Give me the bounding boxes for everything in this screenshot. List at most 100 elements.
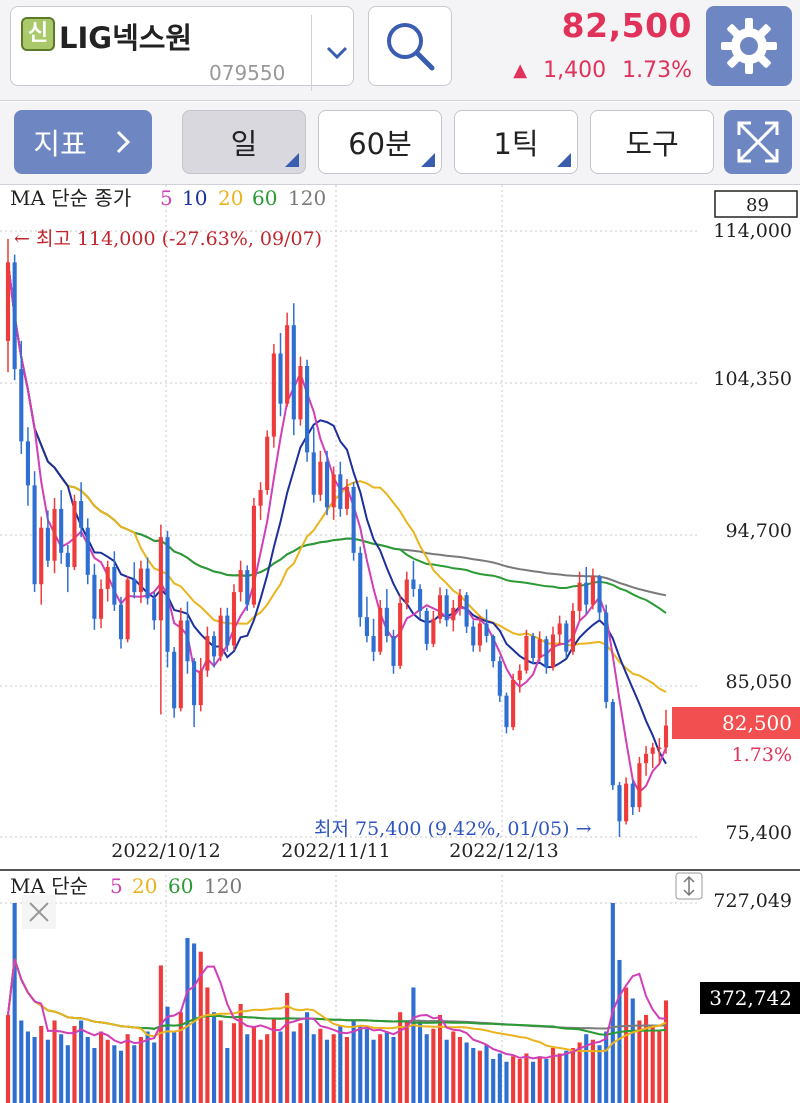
volume-bar (98, 1031, 104, 1103)
tick-label: 1틱 (493, 127, 539, 161)
candle (72, 494, 77, 571)
resize-panel-button[interactable] (675, 872, 703, 900)
candle (491, 634, 496, 668)
search-button[interactable] (368, 6, 452, 86)
fullscreen-button[interactable] (724, 110, 792, 174)
settings-button[interactable] (706, 6, 792, 86)
candle (19, 340, 24, 454)
volume-bar (537, 1056, 542, 1103)
volume-bar (305, 1012, 310, 1103)
low-annotation: 최저 75,400 (9.42%, 01/05) → (314, 818, 592, 840)
volume-bar (577, 1042, 582, 1103)
top-count-value: 89 (746, 195, 769, 216)
ma5-line (7, 262, 667, 794)
x-axis-dates: 2022/10/12 2022/11/11 2022/12/13 (111, 840, 559, 862)
candle (384, 588, 389, 643)
header-bar: 신 LIG넥스원 079550 82,500 ▲ 1,400 1.73% (0, 0, 800, 101)
tools-button[interactable]: 도구 (590, 110, 714, 174)
candle (218, 607, 223, 662)
volume-bar (511, 1056, 516, 1103)
candle (557, 615, 562, 646)
vol-legend-ma120: 120 (204, 874, 242, 898)
volume-bar (331, 1034, 336, 1103)
current-price-marker (672, 707, 800, 739)
indicator-label: 지표 (33, 127, 87, 161)
volume-bar (125, 1034, 130, 1103)
candle (590, 568, 595, 610)
candle (331, 466, 336, 520)
volume-bar (211, 1012, 217, 1103)
volume-bar (285, 992, 290, 1103)
price-moving-averages (7, 262, 667, 794)
high-annotation: ← 최고 114,000 (-27.63%, 09/07) (14, 228, 322, 250)
volume-bar (650, 1025, 655, 1103)
stock-search-box[interactable]: 신 LIG넥스원 079550 (10, 6, 354, 91)
indicator-button[interactable]: 지표 (14, 110, 152, 174)
candle (477, 615, 482, 652)
x-date-3: 2022/12/13 (449, 840, 559, 862)
candle (484, 609, 489, 643)
candle (172, 647, 177, 718)
search-icon (387, 23, 435, 71)
ma20-line (7, 262, 667, 693)
ma60-line (7, 262, 667, 614)
volume-bar (32, 1036, 37, 1103)
volume-gridlines (0, 875, 700, 1103)
candle (265, 430, 270, 495)
volume-bars (5, 903, 669, 1103)
volume-bar (258, 1039, 263, 1103)
volume-bar (398, 1012, 403, 1103)
candle (451, 599, 456, 632)
volume-bar (344, 1036, 350, 1103)
candle (497, 656, 502, 702)
vol-ma20-line (7, 958, 667, 1053)
candle (531, 632, 536, 665)
stock-dropdown-button[interactable] (311, 15, 362, 91)
tick-button[interactable]: 1틱 (454, 110, 578, 174)
volume-bar (477, 1050, 482, 1103)
volume-bar (630, 998, 635, 1103)
candle (657, 738, 662, 765)
candle (12, 254, 17, 381)
volume-bar (324, 1039, 330, 1103)
volume-bar (338, 1025, 343, 1103)
y-tick-5: 75,400 (726, 822, 792, 844)
volume-bar (557, 1053, 562, 1103)
candle (205, 626, 210, 677)
period-minute-label: 60분 (348, 127, 412, 161)
volume-bar (531, 1061, 536, 1103)
period-minute-button[interactable]: 60분 (318, 110, 442, 174)
candle (537, 631, 542, 662)
volume-bar (637, 1020, 642, 1103)
candle (351, 482, 356, 561)
volume-bar (311, 1034, 316, 1103)
candlesticks (5, 238, 669, 837)
candle (211, 631, 217, 668)
ma120-line (7, 262, 667, 597)
volume-bar (105, 1039, 110, 1103)
candle (324, 450, 330, 516)
stock-chart[interactable]: MA 단순 종가 5 10 20 60 120 ← 최고 114,000 (-2… (0, 185, 800, 1103)
vol-ma120-line (7, 958, 667, 1030)
volume-bar (504, 1061, 509, 1103)
volume-bar (152, 1042, 157, 1103)
candle (305, 359, 310, 462)
candle (437, 587, 443, 624)
candle (637, 756, 642, 812)
candle (85, 518, 90, 585)
candle (92, 563, 97, 630)
y-tick-2: 104,350 (713, 368, 792, 390)
close-panel-button[interactable] (22, 895, 56, 929)
volume-bar (231, 1023, 237, 1103)
candle (59, 490, 64, 564)
legend-ma5: 5 (160, 186, 173, 210)
candle (391, 629, 396, 674)
up-arrow-icon: ▲ (513, 60, 528, 81)
volume-bar (291, 1031, 296, 1103)
candle (278, 333, 283, 417)
volume-bar (404, 1020, 409, 1103)
period-day-button[interactable]: 일 (182, 110, 306, 174)
chart-toolbar: 지표 일 60분 1틱 도구 (0, 102, 800, 185)
candle (118, 596, 124, 649)
candle (245, 565, 250, 611)
